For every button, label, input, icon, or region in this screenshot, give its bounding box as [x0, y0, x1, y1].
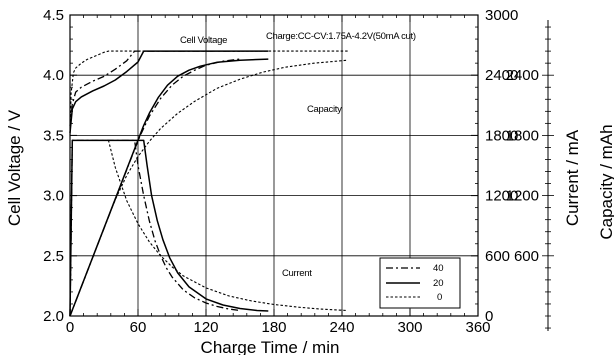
legend-label-20: 20	[433, 278, 444, 289]
capacity-tick-label: 600	[514, 248, 539, 265]
x-tick-label: 60	[130, 319, 147, 336]
legend-label-0: 0	[437, 292, 442, 303]
annotation-cell-voltage: Cell Voltage	[180, 35, 227, 46]
x-tick-label: 240	[329, 319, 354, 336]
y-right-tick-label: 3000	[485, 7, 518, 24]
capacity-series-40	[69, 58, 241, 317]
y-right-tick-label: 2400	[485, 67, 518, 84]
tick-labels: 0 60 120 180 240 300 360 2.0 2.5 3.0 3.5 4.0 4.5 0 600…	[43, 7, 539, 336]
y-right-tick-label: 600	[485, 248, 510, 265]
voltage-series-40	[69, 50, 240, 126]
y-right-tick-label: 0	[485, 308, 493, 325]
annotation-charge-condition: Charge:CC-CV:1.75A-4.2V(50mA cut)	[266, 31, 416, 42]
y-right-tick-label: 1200	[485, 188, 518, 205]
y-left-tick-label: 2.0	[43, 308, 64, 325]
y-axis-title-current: Current / mA	[563, 129, 582, 226]
capacity-series-0	[69, 59, 348, 317]
current-series-40	[69, 139, 241, 317]
x-axis-title: Charge Time / min	[201, 338, 340, 355]
legend: 40 20 0	[379, 257, 461, 309]
series-layer	[69, 50, 348, 317]
y-axis-title-voltage: Cell Voltage / V	[5, 109, 24, 226]
capacity-tick-label: 1200	[506, 188, 539, 205]
annotation-current: Current	[282, 268, 312, 279]
capacity-tick-label: 2400	[506, 67, 539, 84]
y-left-tick-label: 2.5	[43, 248, 64, 265]
capacity-series-20	[69, 58, 269, 317]
x-tick-label: 120	[193, 319, 218, 336]
x-tick-label: 0	[66, 319, 74, 336]
current-series-20	[69, 139, 269, 317]
axis-ticks	[69, 14, 554, 329]
capacity-tick-label: 1800	[506, 127, 539, 144]
y-left-tick-label: 3.5	[43, 127, 64, 144]
annotation-capacity: Capacity	[307, 104, 342, 115]
y-left-tick-label: 4.5	[43, 7, 64, 24]
y-left-tick-label: 4.0	[43, 67, 64, 84]
legend-label-40: 40	[433, 263, 444, 274]
voltage-series-0	[69, 50, 348, 136]
x-tick-label: 180	[261, 319, 286, 336]
current-series-0	[69, 139, 348, 317]
y-right-tick-label: 1800	[485, 127, 518, 144]
x-tick-label: 300	[397, 319, 422, 336]
x-tick-label: 360	[465, 319, 490, 336]
y-axis-title-capacity: Capacity / mAh	[597, 124, 614, 239]
y-left-tick-label: 3.0	[43, 188, 64, 205]
